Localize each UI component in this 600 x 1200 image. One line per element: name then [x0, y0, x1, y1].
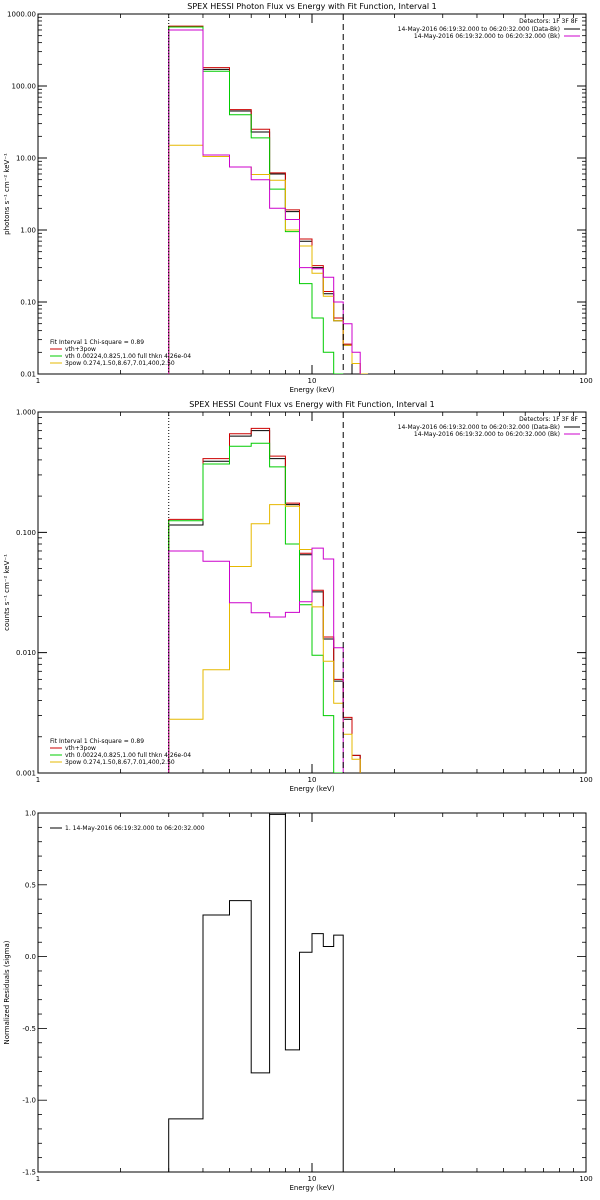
y-tick-label: 0.010 — [16, 649, 36, 657]
y-tick-label: 0.5 — [25, 881, 36, 889]
series-line-1 — [168, 430, 361, 773]
chart-panel-2: SPEX HESSI Count Flux vs Energy with Fit… — [3, 400, 593, 793]
series-line-1 — [168, 813, 344, 1172]
chart-title: SPEX HESSI Photon Flux vs Energy with Fi… — [187, 2, 437, 11]
plot-frame — [37, 13, 587, 375]
legend-left-label: 3pow 0.274,1.50,8.67,7.01,400,2.50 — [65, 360, 175, 367]
x-axis-label: Energy (keV) — [289, 785, 334, 793]
y-tick-label: 1000.00 — [7, 11, 36, 19]
series-line-2 — [168, 25, 368, 374]
legend-detectors: Detectors: 1F 3F 8F — [519, 18, 578, 25]
series-line-5 — [168, 29, 361, 374]
legend-left-label: vth 0.00224,0.825,1.00 full thkn 4.26e-0… — [65, 752, 191, 759]
y-tick-label: 0.10 — [20, 299, 36, 307]
y-tick-label: -0.5 — [22, 1025, 36, 1033]
chart-panel-3: 1 10 100 -1.5 -1.0 -0.5 0.0 0.5 1.0 Energy (keV) N… — [3, 810, 593, 1193]
legend-right-label: 14-May-2016 06:19:32.000 to 06:20:32.000… — [414, 33, 560, 40]
y-tick-label: 0.001 — [16, 770, 36, 778]
legend-left-label: vth+3pow — [65, 745, 96, 752]
y-axis-label: photons s⁻¹ cm⁻² keV⁻¹ — [3, 153, 11, 235]
legend-right-label: 14-May-2016 06:19:32.000 to 06:20:32.000… — [398, 424, 560, 431]
x-tick-label: 100 — [579, 1175, 592, 1183]
y-tick-label: 1.00 — [20, 227, 36, 235]
x-tick-label: 100 — [579, 776, 592, 784]
x-tick-label: 1 — [36, 776, 40, 784]
x-tick-label: 1 — [36, 1175, 40, 1183]
legend-left-label: vth 0.00224,0.825,1.00 full thkn 4.26e-0… — [65, 353, 191, 360]
x-axis-label: Energy (keV) — [289, 1184, 334, 1192]
y-axis-label: counts s⁻¹ cm⁻² keV⁻¹ — [3, 554, 11, 631]
legend-left-label: 1. 14-May-2016 06:19:32.000 to 06:20:32.… — [65, 825, 205, 832]
plot-frame — [37, 812, 587, 1173]
legend-detectors: Detectors: 1F 3F 8F — [519, 416, 578, 423]
legend-left-label: 3pow 0.274,1.50,8.67,7.01,400,2.50 — [65, 759, 175, 766]
series-line-5 — [168, 547, 344, 773]
y-tick-label: -1.5 — [22, 1169, 36, 1177]
legend-right-label: 14-May-2016 06:19:32.000 to 06:20:32.000… — [414, 431, 560, 438]
x-tick-label: 10 — [308, 377, 317, 385]
y-tick-label: 0.100 — [16, 529, 36, 537]
y-tick-label: 10.00 — [16, 155, 36, 163]
y-tick-label: 100.00 — [12, 83, 37, 91]
x-axis-label: Energy (keV) — [289, 386, 334, 394]
legend-fit-header: Fit Interval 1 Chi-square = 0.89 — [50, 738, 144, 745]
series-line-3 — [168, 442, 344, 773]
chart-title: SPEX HESSI Count Flux vs Energy with Fit… — [189, 400, 434, 409]
x-tick-label: 1 — [36, 377, 40, 385]
series-line-1 — [168, 29, 353, 374]
y-axis-label: Normalized Residuals (sigma) — [3, 940, 11, 1044]
y-tick-label: -1.0 — [22, 1097, 36, 1105]
legend-fit-header: Fit Interval 1 Chi-square = 0.89 — [50, 339, 144, 346]
y-tick-label: 1.0 — [25, 810, 36, 818]
chart-panel-1: SPEX HESSI Photon Flux vs Energy with Fi… — [3, 2, 593, 394]
legend-right-label: 14-May-2016 06:19:32.000 to 06:20:32.000… — [398, 26, 560, 33]
x-tick-label: 10 — [308, 1175, 317, 1183]
y-tick-label: 0.0 — [25, 953, 36, 961]
legend-left-label: vth+3pow — [65, 346, 96, 353]
series-line-3 — [168, 26, 344, 374]
y-tick-label: 1.000 — [16, 409, 36, 417]
x-tick-label: 10 — [308, 776, 317, 784]
x-tick-label: 100 — [579, 377, 592, 385]
series-line-2 — [168, 427, 361, 773]
y-tick-label: 0.01 — [20, 371, 36, 379]
